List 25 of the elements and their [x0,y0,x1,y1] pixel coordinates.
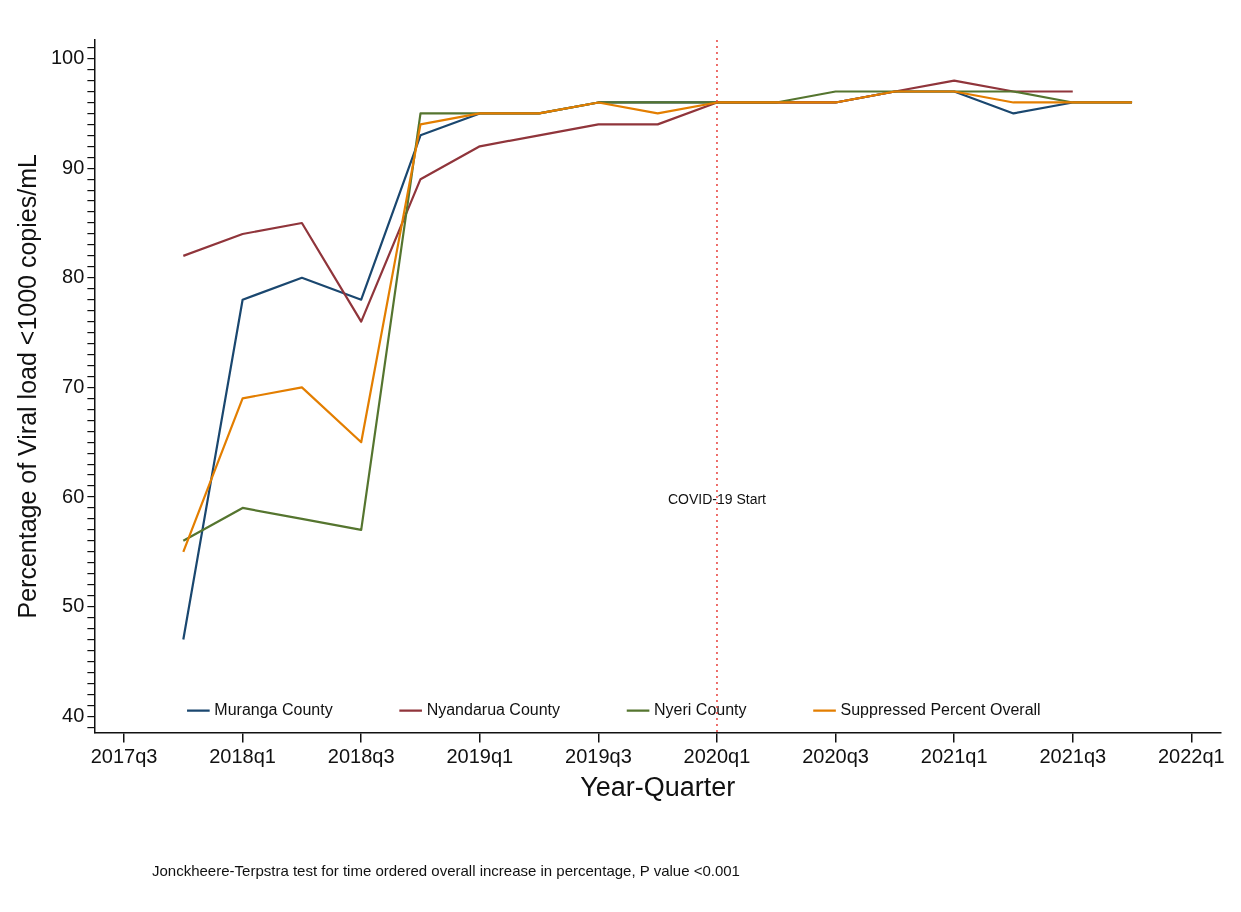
y-tick-label: 60 [62,484,85,507]
y-tick-label: 100 [50,46,85,69]
y-tick-label: 90 [62,155,85,178]
y-tick-label: 80 [62,265,85,288]
y-axis-title: Percentage of Viral load <1000 copies/mL [12,153,41,619]
text: Jonckheere-Terpstra test for time ordered overall increase in percentage, P value <0.001 [152,862,740,879]
y-tick-label: 40 [62,703,85,726]
x-tick-label: 2017q3 [90,745,158,768]
legend-label: Suppressed Percent Overall [840,701,1041,719]
legend-label: Nyandarua County [426,701,561,719]
x-tick-label: 2021q1 [920,745,988,768]
x-tick-label: 2018q3 [327,745,395,768]
legend-label: Nyeri County [654,701,747,719]
x-tick-label: 2019q3 [565,745,632,768]
legend-label: Muranga County [214,701,333,719]
x-tick-label: 2020q1 [683,745,751,768]
x-axis-title: Year-Quarter [580,772,736,803]
y-tick-label: 50 [62,594,85,617]
x-tick-label: 2021q3 [1039,745,1107,768]
x-tick-label: 2019q1 [446,745,514,768]
ref-line-label: COVID-19 Start [667,491,767,508]
x-tick-label: 2018q1 [209,745,276,768]
x-tick-label: 2022q1 [1157,745,1225,768]
x-tick-label: 2020q3 [802,745,869,768]
y-tick-label: 70 [62,374,85,397]
